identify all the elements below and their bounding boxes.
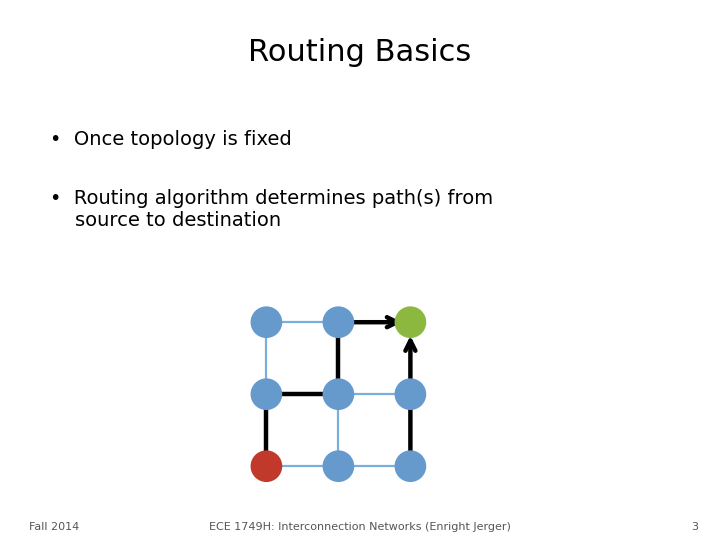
Text: •  Routing algorithm determines path(s) from
    source to destination: • Routing algorithm determines path(s) f… — [50, 189, 493, 230]
Circle shape — [395, 306, 426, 338]
Circle shape — [323, 379, 354, 410]
Circle shape — [251, 450, 282, 482]
Text: •  Once topology is fixed: • Once topology is fixed — [50, 130, 292, 148]
Text: 3: 3 — [691, 522, 698, 532]
Circle shape — [395, 450, 426, 482]
Text: ECE 1749H: Interconnection Networks (Enright Jerger): ECE 1749H: Interconnection Networks (Enr… — [209, 522, 511, 532]
Text: Fall 2014: Fall 2014 — [29, 522, 79, 532]
Circle shape — [395, 379, 426, 410]
Circle shape — [323, 450, 354, 482]
Circle shape — [323, 306, 354, 338]
Circle shape — [251, 306, 282, 338]
Text: Routing Basics: Routing Basics — [248, 38, 472, 67]
Circle shape — [251, 379, 282, 410]
